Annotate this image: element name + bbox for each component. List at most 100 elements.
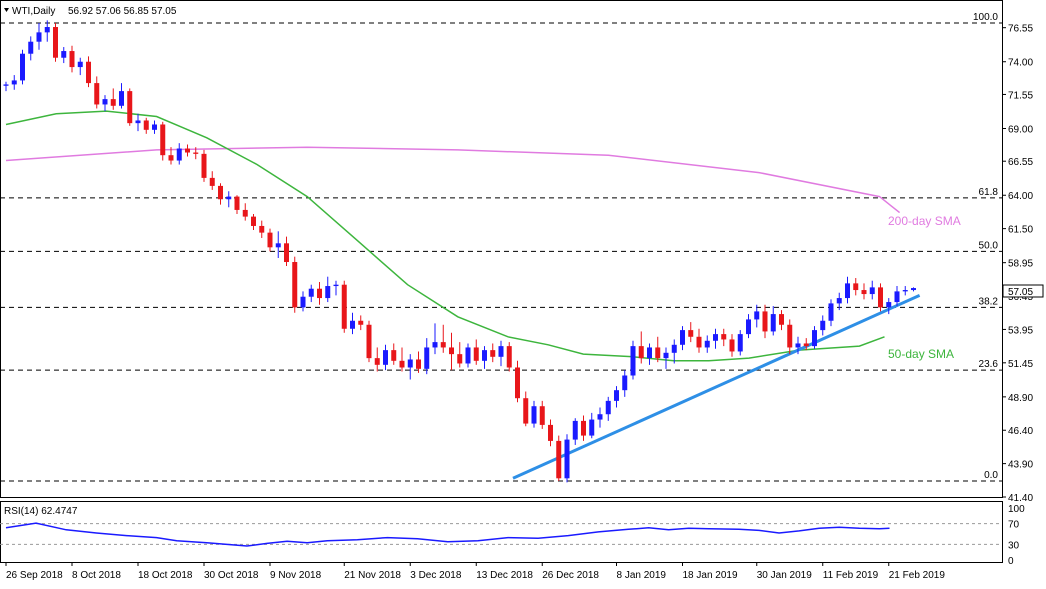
candle <box>3 81 9 92</box>
candle-body <box>688 330 694 337</box>
price-axis: 76.55 74.00 71.55 69.00 66.55 64.00 61.50 58.95… <box>1002 24 1033 504</box>
time-tick-label: 11 Feb 2019 <box>823 570 879 581</box>
fib-level-label: 50.0 <box>979 240 999 251</box>
candle-body <box>515 367 520 399</box>
candle <box>795 336 801 355</box>
candle <box>770 306 776 336</box>
candle <box>432 323 438 355</box>
candle-body <box>828 303 834 321</box>
candle-body <box>581 420 586 436</box>
candle-body <box>812 330 817 347</box>
candle <box>350 312 355 335</box>
candle <box>399 347 405 372</box>
candle-body <box>482 350 487 361</box>
price-tick-label: 46.40 <box>1008 426 1033 437</box>
candle-body <box>564 439 570 479</box>
candle <box>275 231 281 259</box>
candle <box>292 256 298 313</box>
candle-body <box>762 311 768 332</box>
price-tick-label: 61.50 <box>1008 225 1033 236</box>
candle-body <box>407 359 413 368</box>
candle <box>440 324 446 353</box>
candle <box>218 183 223 205</box>
candle-body <box>539 406 545 425</box>
candle-body <box>729 339 735 352</box>
candle <box>498 340 504 367</box>
candle-body <box>383 350 388 365</box>
rsi-tick-label: 0 <box>1008 556 1014 567</box>
sma50-series <box>5 110 885 362</box>
candle-body <box>366 324 372 359</box>
fib-level-label: 61.8 <box>979 187 999 198</box>
candle <box>754 304 760 328</box>
candle-body <box>358 320 364 325</box>
candle-body <box>267 232 273 248</box>
candle-body <box>292 262 298 308</box>
candle <box>671 339 677 364</box>
support-trendline <box>512 294 921 480</box>
candle-body <box>886 302 892 308</box>
candle <box>457 342 463 368</box>
candle-body <box>795 343 801 348</box>
candle <box>548 419 553 447</box>
candle-body <box>449 347 454 355</box>
time-tick-label: 30 Oct 2018 <box>204 570 259 581</box>
candle <box>317 282 322 305</box>
collapse-arrow-icon[interactable] <box>4 8 9 12</box>
price-tick-label: 51.45 <box>1008 359 1033 370</box>
candle-body <box>490 350 496 357</box>
candle-body <box>696 336 702 348</box>
candle-body <box>416 359 421 369</box>
candle-body <box>424 347 430 369</box>
candle-body <box>77 61 83 68</box>
candle-body <box>44 27 50 33</box>
candle-body <box>218 185 223 200</box>
fib-level-label: 38.2 <box>979 296 999 307</box>
candle-body <box>391 350 397 361</box>
price-tick-label: 71.55 <box>1008 90 1033 101</box>
candle <box>234 195 240 214</box>
main-plot-frame <box>0 0 1003 498</box>
candle-body <box>102 99 108 105</box>
candle <box>696 328 702 353</box>
candle <box>86 56 91 88</box>
candle <box>663 347 669 369</box>
candle <box>102 95 108 112</box>
candle-body <box>787 324 793 348</box>
candle-body <box>350 320 355 329</box>
candle <box>383 344 388 371</box>
candle-body <box>820 320 826 331</box>
candle-body <box>86 61 91 84</box>
candle-body <box>663 352 669 359</box>
candle <box>284 236 289 267</box>
candle <box>680 326 685 351</box>
candle-body <box>878 287 883 308</box>
rsi-tick-label: 30 <box>1008 540 1020 551</box>
candle <box>11 75 17 90</box>
candle <box>630 340 636 380</box>
candle-body <box>251 216 256 226</box>
candle <box>69 45 75 73</box>
candle-body <box>704 340 710 348</box>
price-tick-label: 53.95 <box>1008 325 1033 336</box>
candle <box>358 315 364 331</box>
candle-body <box>127 91 133 124</box>
candle <box>787 319 793 355</box>
candle <box>820 315 826 336</box>
candle-body <box>911 288 916 291</box>
candle <box>407 354 413 380</box>
candle-body <box>160 124 166 156</box>
candle <box>209 171 215 190</box>
candle <box>564 434 570 483</box>
fib-level-label: 23.6 <box>979 359 999 370</box>
candle <box>20 49 25 85</box>
rsi-line <box>5 522 890 547</box>
candle <box>779 310 784 331</box>
candle-body <box>110 99 116 106</box>
candle-body <box>341 284 347 329</box>
time-tick-label: 26 Dec 2018 <box>542 570 599 581</box>
price-tick-label: 41.40 <box>1008 493 1033 504</box>
fib-level-label: 100.0 <box>973 12 998 23</box>
candle-body <box>523 398 529 424</box>
candle <box>721 328 727 347</box>
